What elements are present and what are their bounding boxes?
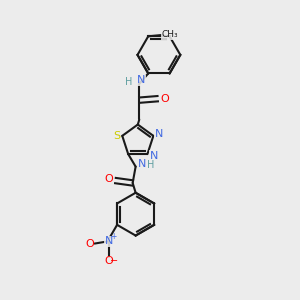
Text: −: − <box>110 256 118 266</box>
Text: +: + <box>110 232 116 241</box>
Text: H: H <box>147 160 155 170</box>
Text: N: N <box>150 151 158 160</box>
Text: N: N <box>136 75 145 85</box>
Text: O: O <box>104 256 113 266</box>
Text: N: N <box>105 236 113 246</box>
Text: O: O <box>160 94 169 104</box>
Text: CH₃: CH₃ <box>161 30 178 39</box>
Text: O: O <box>104 174 113 184</box>
Text: H: H <box>125 77 133 87</box>
Text: N: N <box>154 129 163 140</box>
Text: S: S <box>113 131 121 141</box>
Text: N: N <box>138 159 146 169</box>
Text: O: O <box>85 238 94 249</box>
